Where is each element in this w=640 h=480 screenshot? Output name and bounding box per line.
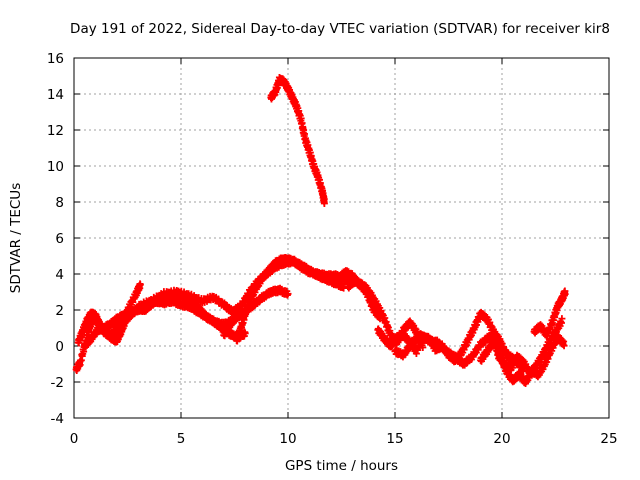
data-point-markers [530,287,569,340]
y-tick-labels: -4 -2 0 2 4 6 8 10 12 14 16 [47,51,64,427]
data-point-markers [220,284,292,340]
y-tick-label: -2 [51,375,64,391]
y-tick-label: 16 [47,51,64,67]
y-tick-label: -4 [51,411,64,427]
x-tick-labels: 0 5 10 15 20 25 [70,431,618,447]
series-satellite-track-m [494,315,566,379]
axis-ticks [73,57,610,419]
y-tick-label: 8 [55,195,64,211]
x-axis-label: GPS time / hours [285,458,398,474]
y-tick-label: 4 [55,267,64,283]
series-satellite-track-g [267,73,328,208]
series-satellite-track-f [220,284,292,340]
data-point-markers [81,295,236,351]
series-satellite-track-n [530,287,569,340]
y-tick-label: 14 [47,87,64,103]
chart-title: Day 191 of 2022, Sidereal Day-to-day VTE… [70,21,610,37]
y-tick-label: 2 [55,303,64,319]
x-tick-label: 10 [279,431,296,447]
x-tick-label: 5 [177,431,186,447]
y-axis-label: SDTVAR / TECUs [8,183,24,293]
y-tick-label: 10 [47,159,64,175]
x-tick-label: 15 [386,431,403,447]
series-satellite-track-i [344,276,384,323]
data-points [72,73,569,388]
data-point-markers [344,276,384,323]
y-tick-label: 12 [47,123,64,139]
data-point-markers [267,73,328,208]
grid-lines [74,58,609,418]
x-tick-label: 25 [600,431,617,447]
x-tick-label: 0 [70,431,79,447]
y-tick-label: 0 [55,339,64,355]
series-satellite-track-e [233,254,354,345]
x-tick-label: 20 [493,431,510,447]
data-point-markers [233,254,354,345]
data-point-markers [494,315,566,379]
series-satellite-track-c [81,295,236,351]
y-tick-label: 6 [55,231,64,247]
